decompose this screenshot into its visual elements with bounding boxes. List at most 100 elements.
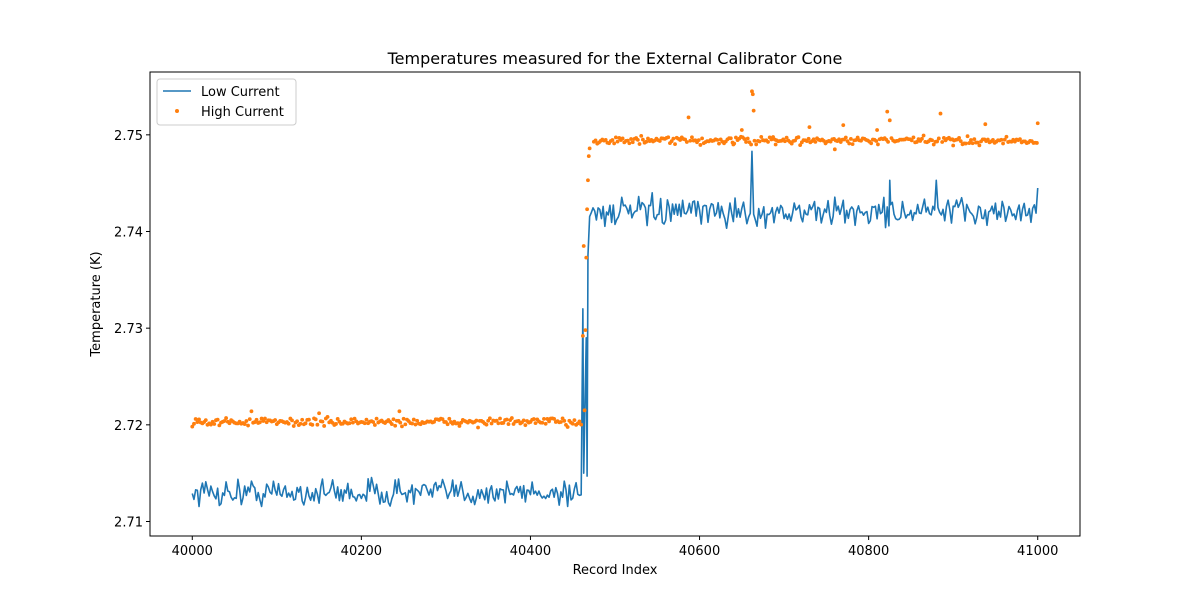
data-point-high-current [593,138,598,143]
data-point-high-current [630,140,635,145]
data-point-high-current [203,418,208,423]
data-point-high-current [565,425,570,429]
data-point-high-current [700,136,704,141]
data-point-high-current [193,417,198,421]
data-point-high-current [249,409,254,414]
plot-series [190,89,1040,508]
data-point-high-current [580,334,585,338]
legend-box [156,78,297,126]
data-point-high-current [620,136,625,141]
data-point-high-current [543,421,548,426]
data-point-high-current [362,421,367,426]
data-point-high-current [686,115,691,120]
data-point-high-current [796,135,801,140]
data-point-high-current [920,136,924,141]
data-point-high-current [940,140,945,144]
data-point-high-current [317,411,321,416]
data-point-high-current [885,109,890,114]
data-point-high-current [847,141,852,146]
legend-label-high-current: High Current [201,105,284,120]
data-point-high-current [459,420,464,425]
data-point-high-current [244,419,249,423]
data-point-high-current [531,417,536,421]
data-point-high-current [584,255,589,260]
data-point-high-current [504,417,509,422]
data-point-high-current [963,141,968,146]
data-point-high-current [841,123,846,128]
data-point-high-current [957,136,961,140]
data-point-high-current [745,136,750,141]
data-point-high-current [798,143,803,148]
data-point-high-current [742,137,747,141]
data-point-high-current [290,418,294,423]
series-line-low-current [191,150,1039,508]
data-point-high-current [1004,134,1009,139]
legend-label-low-current: Low Current [201,85,280,100]
data-point-high-current [474,418,479,423]
data-point-high-current [921,133,926,138]
data-point-high-current [688,138,693,143]
data-point-high-current [325,415,330,419]
x-tick-label: 40000 [172,544,213,559]
data-point-high-current [886,139,890,144]
data-point-high-current [666,135,671,140]
data-point-high-current [914,140,919,144]
x-axis-label: Record Index [573,563,658,578]
data-point-high-current [684,140,689,144]
data-point-high-current [572,418,577,423]
data-point-high-current [969,138,973,142]
data-point-high-current [542,417,546,421]
data-point-high-current [657,139,662,143]
data-point-high-current [579,422,584,427]
data-point-high-current [773,142,778,147]
data-point-high-current [521,418,526,423]
data-point-high-current [254,417,259,422]
data-point-high-current [313,417,318,422]
data-point-high-current [586,178,590,183]
data-point-high-current [273,418,278,422]
data-point-high-current [869,141,874,146]
data-point-high-current [208,422,213,427]
data-point-high-current [227,421,232,426]
data-point-high-current [540,420,545,425]
data-point-high-current [558,420,563,424]
data-point-high-current [506,422,511,426]
data-point-high-current [639,133,644,138]
data-point-high-current [509,416,514,420]
data-point-high-current [673,142,677,146]
data-point-high-current [938,111,943,116]
data-point-high-current [876,142,880,147]
data-point-high-current [958,139,963,144]
data-point-high-current [552,417,557,421]
y-tick-label: 2.73 [114,322,143,337]
data-point-high-current [965,134,970,139]
data-point-high-current [766,140,770,144]
data-point-high-current [975,140,980,145]
data-point-high-current [637,142,642,146]
data-point-high-current [807,125,812,129]
data-point-high-current [641,137,645,142]
data-point-high-current [784,135,789,140]
data-point-high-current [291,424,296,428]
data-point-high-current [498,416,502,421]
data-point-high-current [931,142,936,147]
data-point-high-current [757,139,762,144]
data-point-high-current [911,135,916,140]
data-point-high-current [751,108,756,113]
data-point-high-current [909,138,914,143]
data-point-high-current [806,136,811,141]
data-point-high-current [813,140,818,144]
data-point-high-current [696,138,701,143]
data-point-high-current [562,418,567,423]
data-point-high-current [583,328,588,332]
data-point-high-current [1034,141,1039,145]
data-point-high-current [347,421,352,426]
legend-dot-marker [175,109,179,113]
data-point-high-current [750,89,754,94]
data-point-high-current [501,421,506,425]
data-point-high-current [752,138,757,143]
data-point-high-current [247,417,252,422]
data-point-high-current [843,135,848,140]
data-point-high-current [991,137,995,142]
data-point-high-current [300,417,305,422]
